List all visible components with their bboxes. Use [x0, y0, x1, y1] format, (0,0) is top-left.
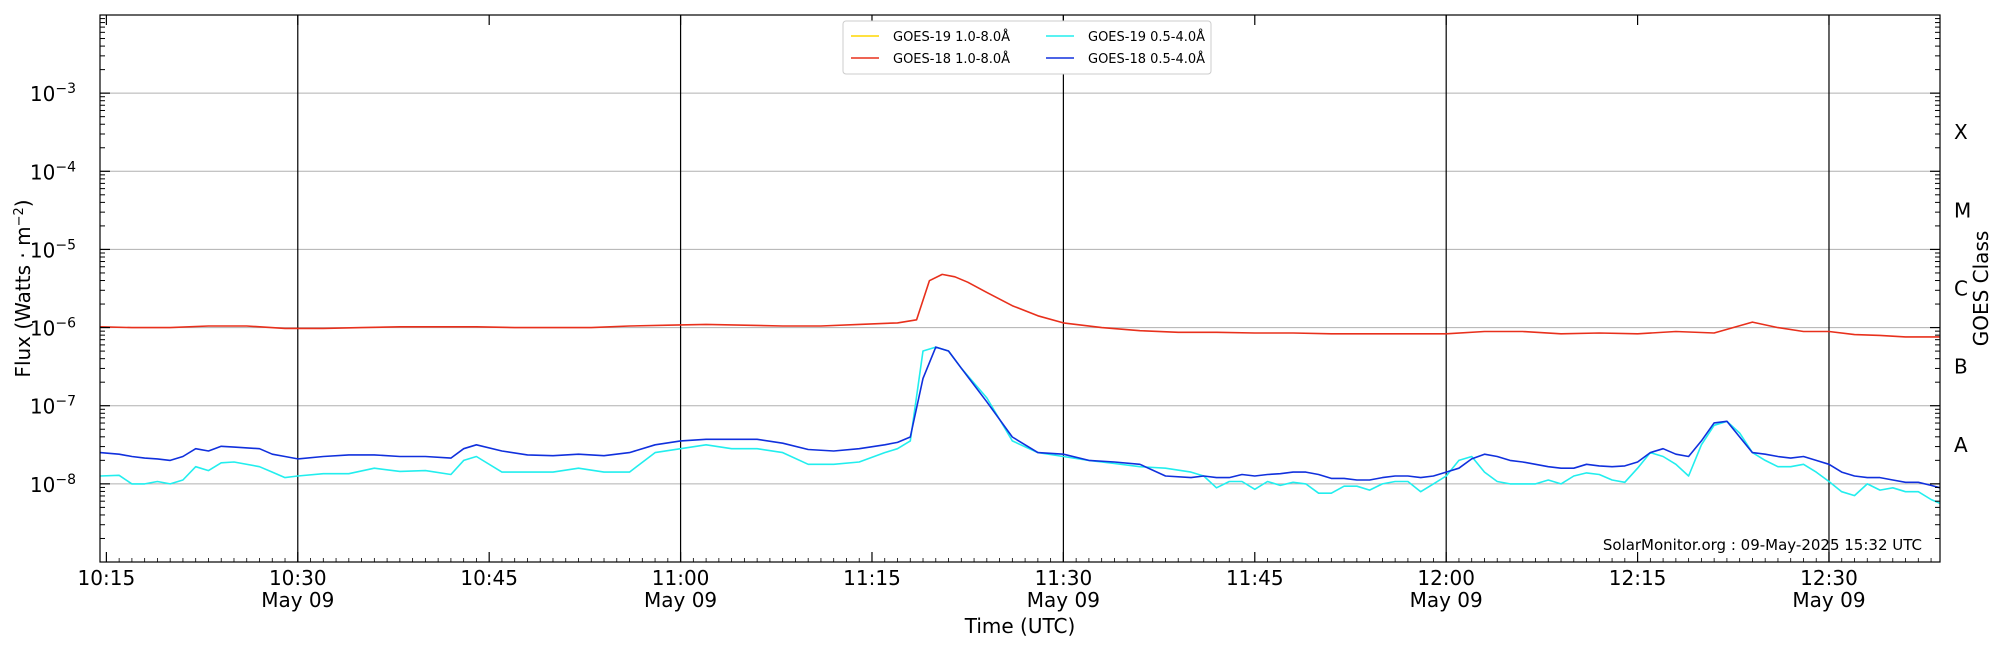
x-tick-date-9: May 09 — [1792, 588, 1865, 612]
x-tick-date-5: May 09 — [1027, 588, 1100, 612]
goes-class-B: B — [1954, 355, 1968, 379]
x-tick-label-0: 10:15 — [78, 566, 136, 590]
legend: GOES-19 1.0-8.0Å GOES-19 0.5-4.0Å GOES-18 … — [842, 20, 1212, 75]
goes-class-labels: A B C M X — [1954, 120, 1971, 457]
y-tick-exponent: −7 — [55, 394, 76, 410]
x-tick-label-2: 10:45 — [460, 566, 518, 590]
goes-class-M: M — [1954, 198, 1971, 222]
y-tick-base: 10 — [30, 160, 55, 184]
legend-label-2: GOES-19 0.5-4.0Å — [1088, 29, 1205, 45]
legend-label-0: GOES-19 1.0-8.0Å — [893, 29, 1010, 45]
series-line-2 — [99, 346, 1941, 505]
legend-label-3: GOES-18 0.5-4.0Å — [1088, 51, 1205, 67]
y-tick-exponent: −5 — [55, 237, 76, 253]
legend-box — [842, 20, 1212, 75]
plot-frame — [99, 14, 1941, 563]
y-tick-label-2: 10−6 — [30, 316, 76, 341]
y-tick-base: 10 — [30, 82, 55, 106]
goes-class-C: C — [1954, 277, 1968, 301]
y-axis-label-exponent: −2 — [12, 207, 27, 226]
x-tick-label-9: 12:30 — [1800, 566, 1858, 590]
y-tick-base: 10 — [30, 317, 55, 341]
series-line-1 — [99, 273, 1940, 338]
x-tick-label-5: 11:30 — [1035, 566, 1093, 590]
y-tick-exponent: −6 — [55, 316, 76, 332]
series-layer — [99, 273, 1941, 505]
y-tick-base: 10 — [30, 473, 55, 497]
grid-layer — [100, 92, 1940, 485]
y-tick-label-4: 10−4 — [30, 159, 76, 184]
x-tick-label-4: 11:15 — [843, 566, 901, 590]
y-tick-exponent: −3 — [55, 81, 76, 97]
source-annotation: SolarMonitor.org : 09-May-2025 15:32 UTC — [1603, 536, 1922, 554]
y-axis-label-close: ) — [11, 199, 35, 207]
legend-label-1: GOES-18 1.0-8.0Å — [893, 51, 1010, 67]
tick-layer — [100, 15, 1940, 562]
series-line-3 — [99, 346, 1941, 489]
goes-class-A: A — [1954, 433, 1968, 457]
y-axis-label: Flux (Watts · m−2) — [11, 199, 35, 377]
y-tick-exponent: −8 — [55, 472, 76, 488]
y-tick-label-5: 10−3 — [30, 81, 76, 106]
x-axis-label: Time (UTC) — [964, 614, 1076, 638]
y-tick-base: 10 — [30, 395, 55, 419]
goes-class-axis-label: GOES Class — [1969, 231, 1993, 347]
x-tick-date-3: May 09 — [644, 588, 717, 612]
vertical-lines — [297, 15, 1830, 562]
x-tick-label-8: 12:15 — [1609, 566, 1667, 590]
x-tick-label-3: 11:00 — [652, 566, 710, 590]
y-tick-exponent: −4 — [55, 159, 76, 175]
y-tick-label-0: 10−8 — [30, 472, 76, 497]
y-axis-label-text: Flux (Watts · m — [11, 226, 35, 377]
x-tick-label-1: 10:30 — [269, 566, 327, 590]
x-tick-date-7: May 09 — [1410, 588, 1483, 612]
x-tick-label-6: 11:45 — [1226, 566, 1284, 590]
y-tick-label-3: 10−5 — [30, 237, 76, 262]
y-tick-label-1: 10−7 — [30, 394, 76, 419]
y-tick-labels: 10−810−710−610−510−410−3 — [30, 81, 76, 497]
x-tick-label-7: 12:00 — [1417, 566, 1475, 590]
y-tick-base: 10 — [30, 238, 55, 262]
goes-class-X: X — [1954, 120, 1968, 144]
x-tick-date-1: May 09 — [261, 588, 334, 612]
